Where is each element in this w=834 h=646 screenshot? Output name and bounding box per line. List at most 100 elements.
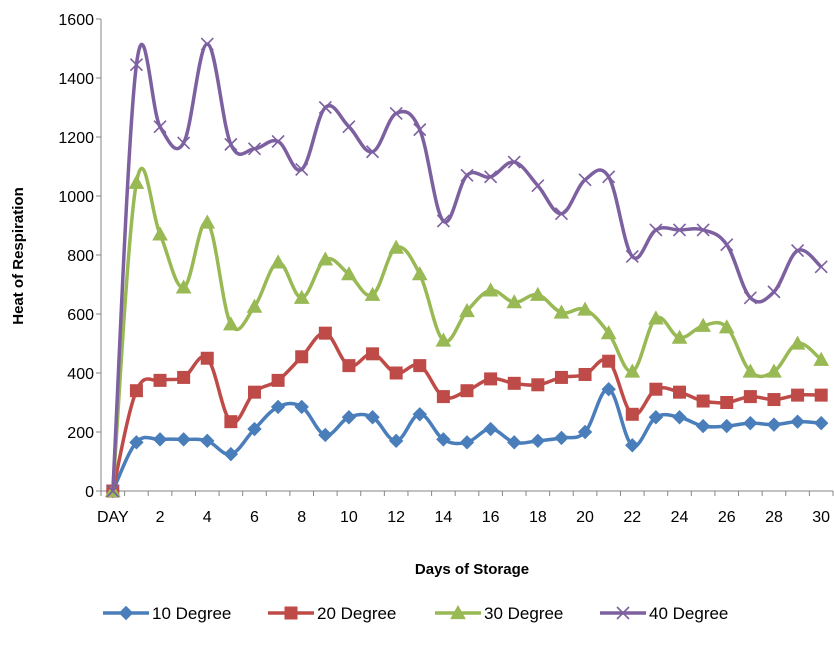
data-point [577,424,593,440]
data-point [153,120,167,134]
legend-label: 10 Degree [152,604,231,623]
y-tick-label: 800 [67,248,94,265]
data-point [271,373,285,387]
y-tick-label: 400 [67,366,94,383]
x-tick-label: 2 [156,509,165,526]
data-point [507,155,521,169]
data-point [720,238,734,252]
data-point [388,239,405,254]
data-point [577,301,593,316]
data-point [767,285,781,299]
data-point [529,286,546,301]
x-tick-label: 12 [387,509,405,526]
data-point [648,310,664,325]
data-point [389,366,403,380]
legend-item: 30 Degree [435,604,563,623]
data-point [129,58,143,72]
data-point [295,350,309,364]
data-point [625,249,639,264]
data-point [200,433,215,449]
legend-label: 40 Degree [649,604,728,623]
data-point [365,145,380,159]
y-tick-label: 1200 [58,130,94,147]
data-point [199,214,216,229]
data-point [435,332,452,347]
y-tick-label: 1600 [58,12,94,29]
data-point [413,359,427,373]
data-point [200,351,214,365]
data-point [129,384,143,398]
data-point [318,326,332,340]
x-tick-label: 14 [434,509,452,526]
data-point [200,37,214,51]
data-point [389,106,403,120]
data-point [791,244,805,258]
legend-label: 30 Degree [484,604,563,623]
y-tick-label: 0 [85,484,94,501]
series-line [111,42,823,492]
data-point [530,433,546,449]
x-axis-title: Days of Storage [415,561,529,578]
x-tick-label: 8 [297,509,306,526]
series-2 [106,326,828,498]
data-point [648,410,664,425]
data-point [602,170,616,184]
data-point [413,123,427,137]
data-point [294,399,309,415]
data-point [365,410,380,425]
data-point [459,435,475,450]
data-point [554,370,568,384]
legend-label: 20 Degree [317,604,396,623]
data-point [695,317,711,332]
data-point [814,260,828,274]
data-point [247,421,262,437]
y-axis-ticks: 0 200 400 600 800 1000 1200 1400 1600 [58,12,101,501]
data-point [436,390,450,404]
data-point [673,385,687,399]
data-point [719,418,734,434]
data-point [175,279,192,294]
data-point [482,282,499,297]
data-point [247,385,261,399]
data-point [672,410,687,425]
data-point [696,394,710,408]
data-point [625,407,639,421]
data-point [270,254,286,269]
data-point [176,432,191,447]
legend-marker [284,606,298,620]
data-point [554,207,569,221]
data-point [625,438,640,453]
data-point [649,223,663,237]
data-point [718,319,735,334]
data-point [318,427,333,443]
data-point [578,173,592,187]
data-point [153,373,167,387]
data-point [790,414,805,429]
data-point [791,388,805,402]
data-point [767,393,781,407]
axes [100,19,833,492]
data-point [317,251,334,266]
data-point [295,162,309,177]
data-point [743,291,757,305]
legend-marker [616,606,630,620]
x-tick-label: 4 [203,509,212,526]
x-tick-label: DAY [97,509,129,526]
x-tick-label: 16 [482,509,500,526]
series-1 [105,382,829,499]
y-axis-title: Heat of Respiration [10,187,27,325]
data-point [460,168,474,182]
data-point [554,430,569,446]
data-point [813,351,830,366]
x-tick-label: 22 [623,509,641,526]
y-tick-label: 200 [67,425,94,442]
data-point [813,415,829,431]
data-point [247,142,262,156]
data-point [696,223,710,237]
data-point [484,170,498,184]
data-point [152,226,168,241]
data-point [388,433,404,449]
data-point [602,354,616,368]
x-tick-label: 24 [671,509,689,526]
